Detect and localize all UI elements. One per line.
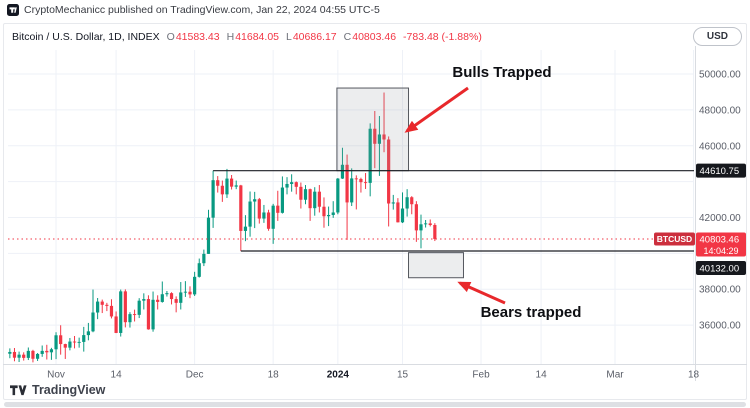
price-line-badge-44610.75: 44610.75 <box>696 163 746 178</box>
attribution-text: CryptoMechanicc published on TradingView… <box>24 4 380 16</box>
ohlc-open: O41583.43 <box>166 31 220 43</box>
bears-trap-box[interactable] <box>408 252 464 279</box>
svg-text:Feb: Feb <box>472 370 490 381</box>
svg-text:50000.00: 50000.00 <box>699 70 741 81</box>
svg-text:40803.46: 40803.46 <box>700 234 740 245</box>
svg-text:42000.00: 42000.00 <box>699 213 741 224</box>
currency-toggle-button[interactable]: USD <box>692 27 742 46</box>
price-line-badge-40132.00: 40132.00 <box>696 260 746 275</box>
price-change: -783.48 (-1.88%) <box>403 31 482 43</box>
legend-row: Bitcoin / U.S. Dollar, 1D, INDEX O41583.… <box>12 31 482 43</box>
svg-text:48000.00: 48000.00 <box>699 105 741 116</box>
attribution-link[interactable]: CryptoMechanicc published on TradingView… <box>7 4 380 16</box>
tradingview-logo-icon <box>10 384 27 395</box>
time-axis-labels: Nov 14 Dec 18 2024 15 Feb 14 Mar 18 <box>47 370 699 381</box>
ohlc-high: H41684.05 <box>226 31 279 43</box>
svg-text:38000.00: 38000.00 <box>699 285 741 296</box>
svg-text:BTCUSD: BTCUSD <box>657 234 692 244</box>
bulls-trapped-label-arrow[interactable] <box>404 86 469 133</box>
time-axis[interactable] <box>0 364 750 381</box>
svg-text:2024: 2024 <box>327 370 350 381</box>
tradingview-logo-text: TradingView <box>32 383 106 397</box>
bears-trapped-label-arrow[interactable] <box>457 281 506 305</box>
svg-text:46000.00: 46000.00 <box>699 141 741 152</box>
ohlc-close: C40803.46 <box>343 31 397 43</box>
svg-text:44610.75: 44610.75 <box>700 166 740 177</box>
tradingview-logo-link[interactable]: TradingView <box>10 383 105 397</box>
price-axis[interactable] <box>696 46 750 364</box>
symbol-description[interactable]: Bitcoin / U.S. Dollar, 1D, INDEX <box>12 31 160 43</box>
svg-text:18: 18 <box>268 370 280 381</box>
svg-text:40132.00: 40132.00 <box>700 263 740 274</box>
tradingview-favicon-icon <box>7 4 19 16</box>
candles-layer <box>8 92 437 363</box>
bears-trapped-label[interactable]: Bears trapped <box>481 304 582 321</box>
ohlc-low: L40686.17 <box>286 31 337 43</box>
bulls-trapped-label[interactable]: Bulls Trapped <box>452 64 551 81</box>
horizontal-scrollbar[interactable] <box>4 402 746 407</box>
last-price-badge: BTCUSD 40803.4614:04:29 <box>654 232 746 257</box>
svg-text:Nov: Nov <box>47 370 65 381</box>
svg-text:14: 14 <box>536 370 548 381</box>
bulls-trap-box[interactable] <box>336 87 410 172</box>
chart-card <box>3 23 747 400</box>
svg-text:18: 18 <box>688 370 700 381</box>
svg-text:15: 15 <box>397 370 409 381</box>
svg-text:14: 14 <box>111 370 123 381</box>
price-axis-labels: 36000.00 38000.00 42000.00 46000.00 48000.00… <box>699 70 741 332</box>
svg-text:36000.00: 36000.00 <box>699 321 741 332</box>
svg-text:Mar: Mar <box>606 370 624 381</box>
svg-text:Dec: Dec <box>186 370 204 381</box>
svg-text:14:04:29: 14:04:29 <box>703 246 738 256</box>
